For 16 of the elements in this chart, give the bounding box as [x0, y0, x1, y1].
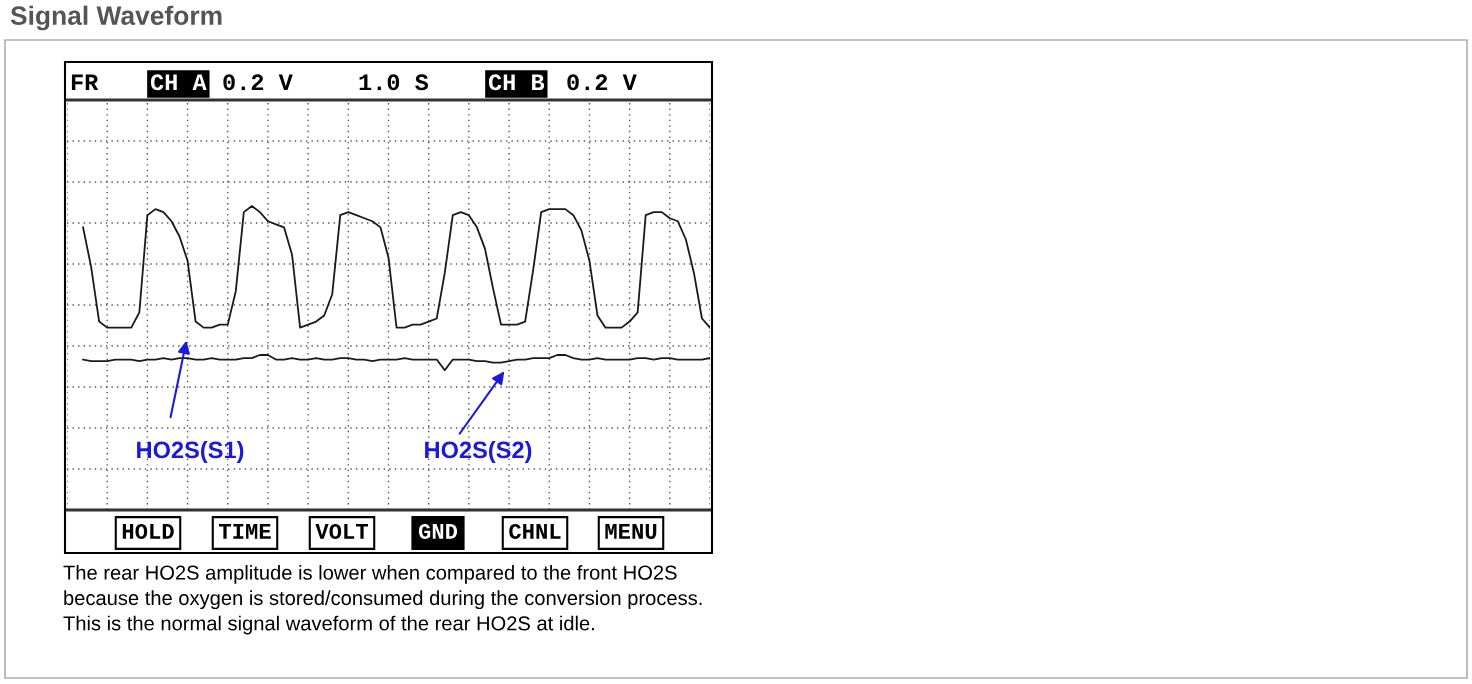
text: 0.2 V: [567, 74, 637, 91]
text: MENU: [605, 524, 657, 539]
text: 0.2 V: [223, 74, 293, 91]
chart-title: Signal Waveform: [10, 5, 222, 31]
text: CHNL: [509, 523, 561, 539]
text: TIME: [218, 524, 271, 539]
text: CH B: [488, 74, 545, 91]
text: 1.0 S: [359, 74, 429, 91]
annotation: HO2S(S2): [425, 440, 532, 463]
text: CH A: [150, 74, 207, 91]
text: The rear HO2S amplitude is lower when compared to the front HO2S because the oxygen is stored/consumed during the conversion process. This is the normal signal waveform of the rear HO2S at idle.: [63, 565, 702, 635]
annotation: HO2S(S1): [137, 440, 244, 463]
text: VOLT: [315, 523, 369, 539]
text: FR: [71, 74, 99, 91]
text: GND: [418, 523, 458, 539]
text: HOLD: [122, 523, 174, 539]
